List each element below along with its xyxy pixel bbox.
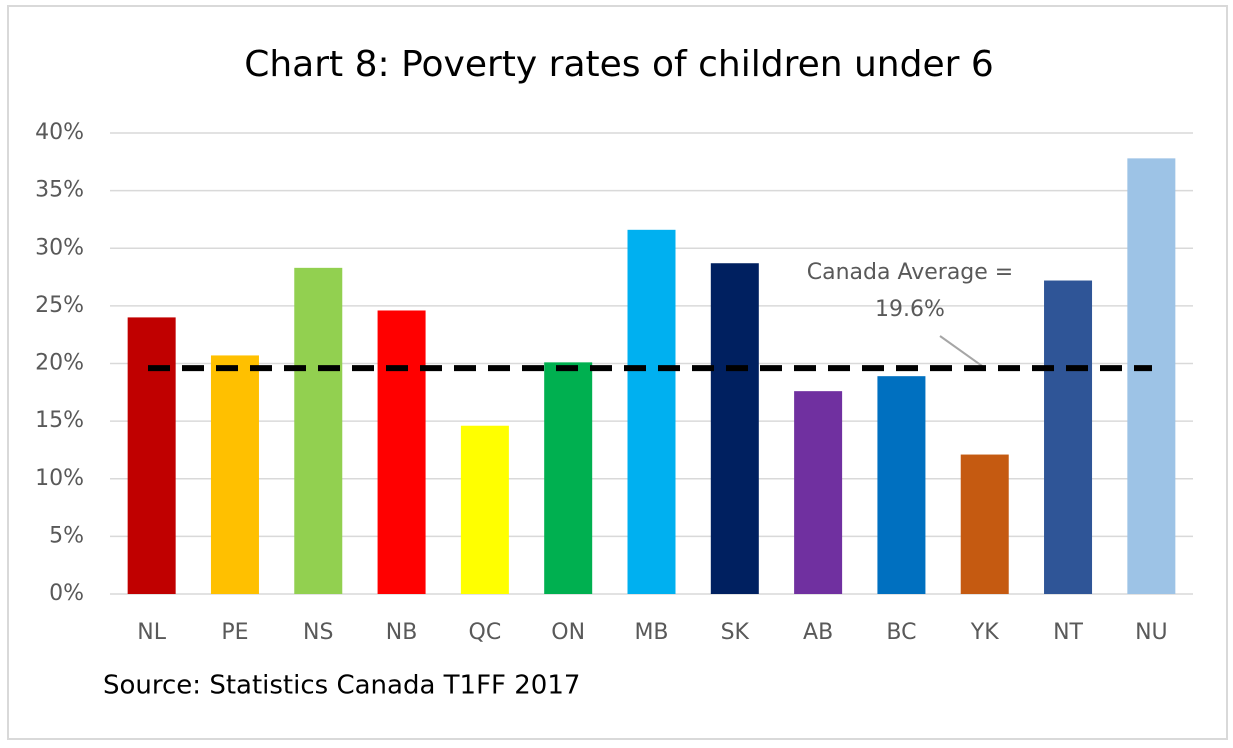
bar <box>377 310 426 594</box>
y-tick-label: 30% <box>35 235 84 260</box>
bar <box>1044 280 1093 594</box>
x-tick-label: MB <box>634 620 668 645</box>
y-tick-label: 40% <box>35 120 84 145</box>
chart-title: Chart 8: Poverty rates of children under… <box>244 44 994 85</box>
y-tick-label: 0% <box>49 581 84 606</box>
x-tick-label: PE <box>221 620 248 645</box>
x-tick-label: AB <box>803 620 833 645</box>
bar <box>294 267 343 594</box>
bar <box>627 229 676 594</box>
bar <box>877 376 926 594</box>
x-tick-label: NL <box>137 620 166 645</box>
y-tick-label: 35% <box>35 178 84 203</box>
average-annotation: 19.6% <box>875 297 945 322</box>
x-tick-label: ON <box>551 620 585 645</box>
y-tick-label: 10% <box>35 466 84 491</box>
x-tick-label: NB <box>386 620 418 645</box>
source-note: Source: Statistics Canada T1FF 2017 <box>103 671 580 701</box>
x-tick-label: NU <box>1135 620 1168 645</box>
bar <box>210 355 259 594</box>
bar <box>544 362 593 594</box>
annotation-leader <box>939 335 986 369</box>
x-tick-label: QC <box>469 620 502 645</box>
x-tick-label: SK <box>721 620 750 645</box>
y-tick-label: 5% <box>49 523 84 548</box>
x-tick-label: NS <box>303 620 333 645</box>
y-tick-label: 20% <box>35 351 84 376</box>
bar <box>710 263 759 594</box>
bar <box>794 391 843 594</box>
x-tick-label: YK <box>970 620 999 645</box>
bar <box>1127 158 1176 595</box>
y-tick-label: 25% <box>35 293 84 318</box>
y-tick-label: 15% <box>35 408 84 433</box>
x-tick-label: BC <box>886 620 916 645</box>
bar <box>960 454 1009 594</box>
x-tick-label: NT <box>1053 620 1083 645</box>
bar <box>460 425 509 594</box>
average-annotation: Canada Average = <box>807 260 1013 285</box>
bar <box>127 317 176 594</box>
